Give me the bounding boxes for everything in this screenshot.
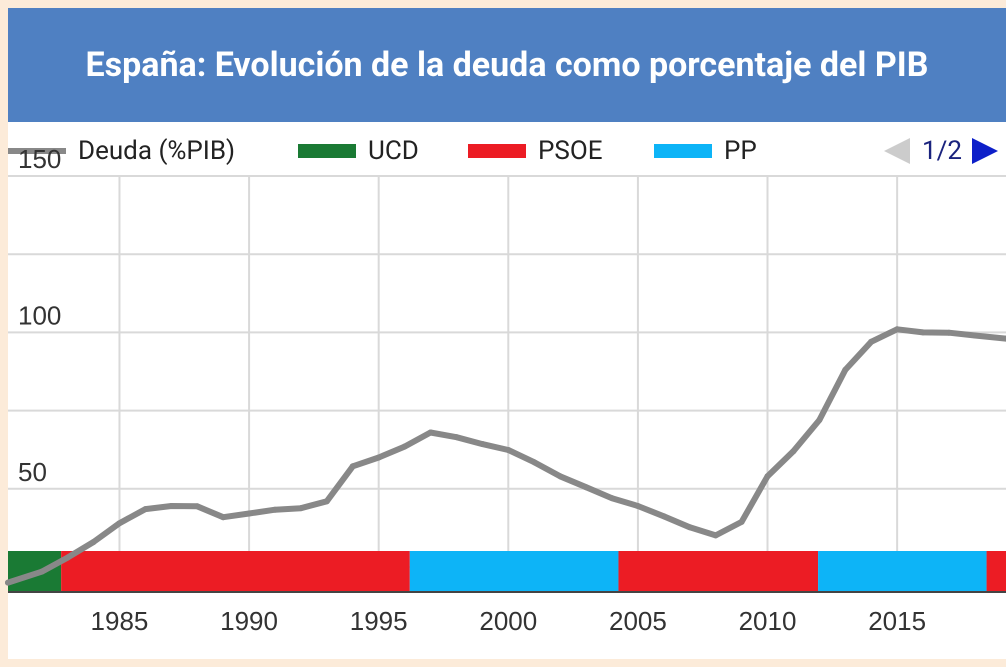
pager-text: 1/2: [922, 136, 962, 166]
legend-item-debt[interactable]: Deuda (%PIB): [8, 136, 235, 166]
period-bar-psoe: [618, 551, 819, 592]
legend-label-debt: Deuda (%PIB): [78, 136, 236, 166]
legend-item-psoe[interactable]: PSOE: [468, 136, 603, 166]
x-tick-label: 2005: [609, 606, 667, 636]
data-point: [712, 532, 719, 539]
data-point: [868, 338, 875, 345]
chart-title: España: Evolución de la deuda como porce…: [85, 45, 929, 85]
data-point: [920, 329, 927, 336]
data-point: [531, 459, 538, 466]
data-point: [894, 326, 901, 333]
chart-frame: España: Evolución de la deuda como porce…: [8, 8, 1006, 659]
triangle-left-icon[interactable]: [884, 138, 910, 164]
triangle-right-icon[interactable]: [971, 138, 998, 164]
data-point: [608, 495, 615, 502]
legend-label-pp: PP: [724, 136, 757, 166]
data-point: [220, 514, 227, 521]
legend-swatch-debt: [8, 148, 66, 154]
data-point: [401, 443, 408, 450]
period-bar-pp: [818, 551, 987, 592]
data-point: [660, 513, 667, 520]
data-point: [479, 441, 486, 448]
chart-header: España: Evolución de la deuda como porce…: [8, 8, 1006, 122]
data-point: [557, 473, 564, 480]
y-tick-label: 150: [18, 144, 61, 174]
data-point: [297, 505, 304, 512]
x-tick-label: 2015: [868, 606, 926, 636]
data-point: [168, 502, 175, 509]
legend-label-psoe: PSOE: [538, 136, 603, 166]
data-point: [5, 579, 11, 586]
data-point: [790, 448, 797, 455]
legend-swatch-pp: [654, 144, 712, 158]
data-point: [971, 332, 978, 339]
data-point: [142, 506, 149, 513]
data-point: [1003, 335, 1006, 342]
data-point: [816, 416, 823, 423]
data-point: [323, 498, 330, 505]
data-point: [246, 510, 253, 517]
legend-item-pp[interactable]: PP: [654, 136, 757, 166]
legend-pager: 1/2: [884, 136, 998, 166]
data-point: [194, 503, 201, 510]
x-tick-label: 2010: [739, 606, 797, 636]
x-tick-label: 1985: [91, 606, 149, 636]
data-point: [375, 454, 382, 461]
period-bar-psoe: [61, 551, 410, 592]
legend-swatch-psoe: [468, 144, 526, 158]
period-bar-psoe: [986, 551, 1006, 592]
data-point: [945, 329, 952, 336]
x-tick-label: 2000: [479, 606, 537, 636]
data-point: [116, 520, 123, 527]
period-bar-pp: [409, 551, 619, 592]
data-point: [90, 538, 97, 545]
data-point: [686, 524, 693, 531]
legend-item-ucd[interactable]: UCD: [298, 136, 419, 166]
series-line-deuda: [5, 326, 1006, 586]
data-point: [64, 554, 71, 561]
legend-label-ucd: UCD: [368, 136, 419, 166]
data-point: [453, 434, 460, 441]
data-point: [583, 484, 590, 491]
x-tick-label: 1990: [220, 606, 278, 636]
data-point: [349, 463, 356, 470]
legend: Deuda (%PIB) UCD PSOE PP 1/2: [8, 122, 1006, 176]
y-tick-label: 50: [18, 457, 47, 487]
data-point: [738, 518, 745, 525]
data-point: [38, 568, 45, 575]
y-tick-label: 100: [18, 300, 61, 330]
data-point: [764, 473, 771, 480]
data-point: [271, 506, 278, 513]
data-point: [634, 502, 641, 509]
legend-swatch-ucd: [298, 144, 356, 158]
data-point: [505, 446, 512, 453]
data-point: [842, 366, 849, 373]
x-tick-label: 1995: [350, 606, 408, 636]
data-point: [427, 429, 434, 436]
